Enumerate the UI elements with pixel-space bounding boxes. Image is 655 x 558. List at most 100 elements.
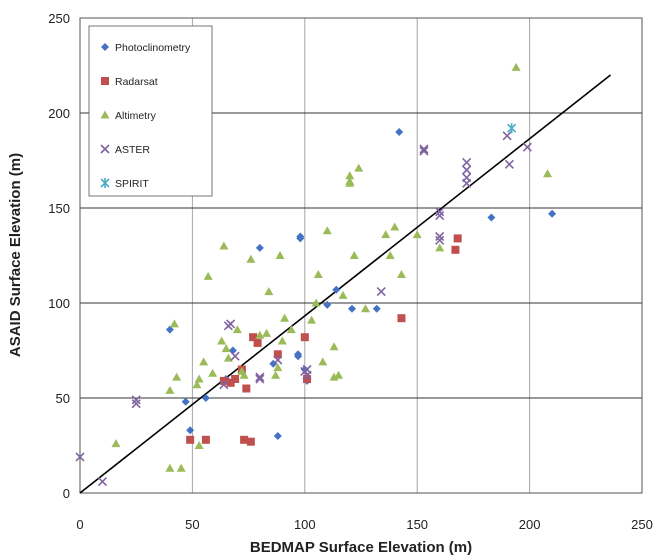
radarsat-point [397, 314, 406, 323]
aster-point [219, 380, 229, 390]
photoclinometry-point [255, 243, 264, 252]
gridlines [80, 18, 642, 493]
altimetry-point [219, 241, 229, 250]
altimetry-point [313, 270, 323, 278]
altimetry-point [334, 370, 344, 379]
altimetry-point [239, 370, 249, 379]
altimetry-point [208, 368, 218, 377]
altimetry-point [221, 344, 231, 353]
y-tick-labels: 0 50 100 150 200 250 [48, 11, 70, 501]
radarsat-point [186, 435, 195, 444]
altimetry-point [275, 251, 285, 259]
legend-photoclinometry-marker [101, 43, 109, 51]
y-tick-label: 150 [48, 201, 70, 216]
photoclinometry-point [186, 426, 195, 435]
radarsat-point [240, 435, 249, 444]
legend-aster-marker [100, 144, 110, 154]
altimetry-point [165, 463, 175, 472]
altimetry-point [412, 230, 422, 239]
x-tick-label: 0 [76, 517, 83, 532]
aster-point [419, 144, 429, 154]
altimetry-point [111, 439, 121, 448]
altimetry-point [311, 298, 321, 307]
aster-point [97, 477, 108, 487]
radarsat-point [231, 375, 240, 383]
altimetry-point [192, 380, 202, 389]
aster-point [273, 355, 283, 365]
y-tick-label: 250 [48, 11, 70, 26]
y-tick-label: 0 [63, 486, 70, 501]
x-tick-label: 200 [519, 517, 541, 532]
photoclinometry-point [181, 397, 190, 406]
altimetry-point [203, 271, 213, 280]
x-tick-label: 100 [294, 517, 316, 532]
altimetry-point [194, 441, 204, 449]
aster-point [435, 235, 445, 245]
aster-point [462, 157, 472, 167]
altimetry-point [322, 226, 332, 235]
y-axis-title: ASAID Surface Elevation (m) [7, 153, 24, 357]
legend-altimetry-label: Altimetry [115, 110, 157, 122]
photoclinometry-point [323, 300, 332, 309]
legend-box [88, 25, 213, 197]
altimetry-point [271, 370, 281, 379]
photoclinometry-point [332, 285, 341, 294]
x-tick-label: 150 [406, 517, 428, 532]
altimetry-point [338, 290, 348, 299]
altimetry-point [381, 230, 391, 239]
legend-spirit-label: SPIRIT [115, 178, 149, 190]
radarsat-point [253, 338, 262, 347]
aster-point [462, 178, 472, 188]
altimetry-point [396, 270, 406, 278]
altimetry-point [246, 254, 256, 263]
altimetry-point [264, 287, 274, 296]
radarsat-point [226, 378, 235, 387]
radarsat-point [246, 437, 255, 446]
aster-point [131, 395, 141, 405]
altimetry-point [169, 319, 179, 328]
legend-radarsat-marker [101, 77, 109, 85]
altimetry-point [354, 163, 364, 172]
radarsat-point [201, 435, 210, 444]
altimetry-point [360, 304, 370, 313]
altimetry-point [255, 330, 265, 339]
data-points [75, 62, 557, 487]
aster-point [435, 207, 445, 217]
aster-point [462, 165, 472, 175]
photoclinometry-point [372, 304, 381, 313]
x-tick-label: 50 [185, 517, 199, 532]
legend: Photoclinometry Radarsat Altimetry ASTER SPI… [88, 25, 213, 197]
photoclinometry-point [296, 232, 305, 241]
altimetry-point [280, 313, 290, 322]
radarsat-point [300, 333, 309, 342]
photoclinometry-point [165, 325, 174, 334]
photoclinometry-point [348, 304, 357, 313]
altimetry-point [345, 178, 355, 187]
legend-aster-label: ASTER [115, 144, 150, 156]
photoclinometry-point [201, 394, 210, 402]
altimetry-point [345, 171, 355, 180]
photoclinometry-point [294, 350, 303, 359]
aster-point [230, 351, 240, 361]
spirit-point [507, 123, 517, 134]
aster-point [255, 374, 265, 384]
altimetry-point [385, 251, 395, 259]
x-axis-title: BEDMAP Surface Elevation (m) [250, 539, 472, 556]
legend-radarsat-label: Radarsat [115, 76, 158, 88]
altimetry-point [172, 372, 182, 381]
aster-point [131, 399, 141, 409]
radarsat-point [303, 375, 312, 383]
aster-point [504, 159, 514, 169]
y-tick-label: 100 [48, 296, 70, 311]
altimetry-point [176, 463, 186, 472]
x-tick-labels: 0 50 100 150 200 250 [76, 517, 652, 532]
plot-frame [79, 17, 643, 494]
altimetry-point [194, 374, 204, 383]
radarsat-point [451, 245, 460, 254]
aster-point [376, 287, 386, 297]
radarsat-point [219, 376, 228, 385]
altimetry-point [349, 251, 359, 259]
aster-point [255, 372, 265, 382]
aster-point [75, 452, 85, 462]
